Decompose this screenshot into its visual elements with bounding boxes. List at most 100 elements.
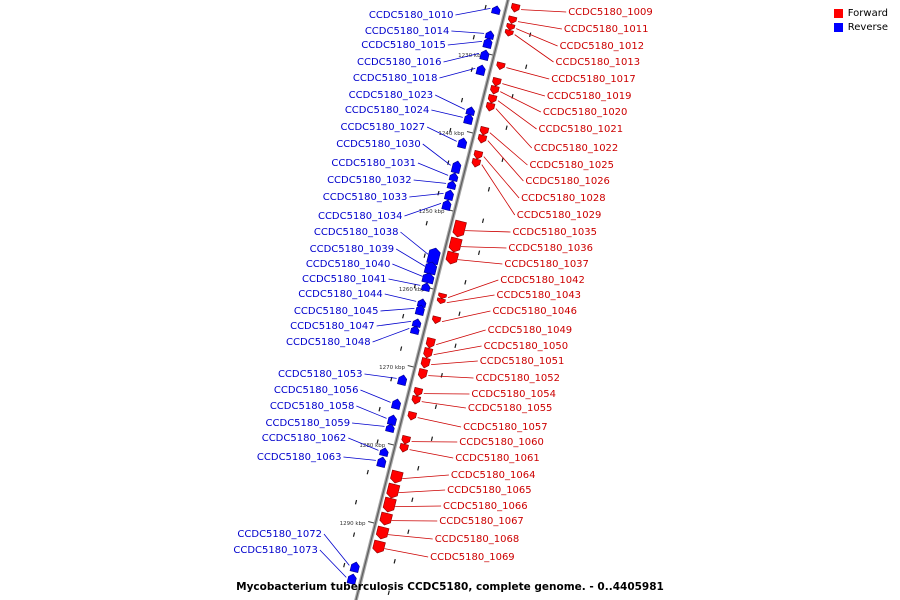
gene-glyph[interactable]: [452, 219, 467, 238]
gene-label[interactable]: CCDC5180_1064: [451, 470, 536, 481]
gene-glyph[interactable]: [431, 315, 442, 325]
gene-label[interactable]: CCDC5180_1019: [547, 91, 632, 102]
gene-label[interactable]: CCDC5180_1056: [274, 385, 359, 396]
gene-label[interactable]: CCDC5180_1030: [336, 139, 421, 150]
gene-label[interactable]: CCDC5180_1055: [468, 403, 553, 414]
gene-label[interactable]: CCDC5180_1043: [497, 290, 582, 301]
gene-glyph[interactable]: [423, 346, 434, 359]
gene-label[interactable]: CCDC5180_1073: [233, 545, 318, 556]
gene-label[interactable]: CCDC5180_1011: [564, 24, 649, 35]
gene-glyph[interactable]: [411, 318, 422, 329]
gene-label[interactable]: CCDC5180_1065: [447, 485, 532, 496]
gene-label[interactable]: CCDC5180_1031: [331, 158, 416, 169]
gene-label[interactable]: CCDC5180_1018: [353, 73, 438, 84]
gene-glyph[interactable]: [420, 282, 431, 293]
gene-glyph[interactable]: [397, 374, 408, 387]
gene-glyph[interactable]: [423, 261, 438, 276]
gene-glyph[interactable]: [414, 304, 425, 317]
gene-glyph[interactable]: [457, 137, 468, 150]
gene-label[interactable]: CCDC5180_1010: [369, 10, 454, 21]
gene-glyph[interactable]: [443, 189, 454, 202]
gene-label[interactable]: CCDC5180_1029: [517, 210, 602, 221]
gene-label[interactable]: CCDC5180_1062: [262, 433, 347, 444]
gene-glyph[interactable]: [490, 84, 500, 95]
gene-label[interactable]: CCDC5180_1014: [365, 26, 450, 37]
gene-label[interactable]: CCDC5180_1058: [270, 401, 355, 412]
gene-label[interactable]: CCDC5180_1028: [521, 193, 606, 204]
gene-glyph[interactable]: [438, 292, 448, 300]
gene-glyph[interactable]: [496, 61, 506, 71]
gene-glyph[interactable]: [485, 101, 496, 112]
gene-label[interactable]: CCDC5180_1048: [286, 337, 371, 348]
gene-glyph[interactable]: [475, 64, 486, 77]
gene-label[interactable]: CCDC5180_1027: [341, 122, 426, 133]
gene-glyph[interactable]: [426, 247, 442, 266]
gene-label[interactable]: CCDC5180_1053: [278, 369, 363, 380]
gene-label[interactable]: CCDC5180_1072: [237, 529, 322, 540]
gene-glyph[interactable]: [386, 414, 397, 427]
gene-glyph[interactable]: [385, 423, 395, 434]
gene-label[interactable]: CCDC5180_1033: [323, 192, 408, 203]
gene-glyph[interactable]: [504, 28, 514, 37]
gene-glyph[interactable]: [420, 356, 431, 369]
gene-glyph[interactable]: [413, 386, 424, 397]
gene-glyph[interactable]: [425, 336, 436, 349]
gene-glyph[interactable]: [411, 394, 422, 405]
gene-label[interactable]: CCDC5180_1016: [357, 57, 442, 68]
gene-glyph[interactable]: [349, 561, 360, 574]
gene-glyph[interactable]: [450, 160, 462, 174]
gene-label[interactable]: CCDC5180_1042: [500, 275, 585, 286]
gene-label[interactable]: CCDC5180_1059: [266, 418, 351, 429]
gene-label[interactable]: CCDC5180_1013: [556, 57, 641, 68]
gene-glyph[interactable]: [372, 539, 386, 554]
gene-glyph[interactable]: [379, 511, 393, 526]
gene-label[interactable]: CCDC5180_1046: [492, 306, 577, 317]
gene-glyph[interactable]: [382, 496, 397, 513]
gene-label[interactable]: CCDC5180_1051: [480, 356, 565, 367]
gene-glyph[interactable]: [448, 172, 459, 183]
gene-glyph[interactable]: [390, 398, 401, 411]
gene-label[interactable]: CCDC5180_1040: [306, 259, 391, 270]
gene-glyph[interactable]: [491, 5, 501, 16]
gene-glyph[interactable]: [376, 456, 387, 469]
gene-label[interactable]: CCDC5180_1032: [327, 175, 412, 186]
gene-glyph[interactable]: [448, 236, 463, 253]
gene-label[interactable]: CCDC5180_1054: [471, 389, 556, 400]
gene-glyph[interactable]: [399, 442, 409, 453]
gene-label[interactable]: CCDC5180_1038: [314, 227, 399, 238]
gene-glyph[interactable]: [510, 2, 521, 13]
gene-glyph[interactable]: [441, 199, 452, 212]
gene-glyph[interactable]: [386, 482, 401, 499]
gene-glyph[interactable]: [390, 469, 404, 484]
gene-label[interactable]: CCDC5180_1041: [302, 274, 387, 285]
gene-glyph[interactable]: [409, 325, 420, 336]
gene-glyph[interactable]: [417, 367, 428, 380]
gene-label[interactable]: CCDC5180_1015: [361, 40, 446, 51]
gene-label[interactable]: CCDC5180_1025: [529, 160, 614, 171]
gene-label[interactable]: CCDC5180_1050: [484, 341, 569, 352]
gene-label[interactable]: CCDC5180_1037: [504, 259, 589, 270]
gene-glyph[interactable]: [484, 30, 495, 41]
gene-glyph[interactable]: [407, 410, 418, 421]
gene-label[interactable]: CCDC5180_1044: [298, 289, 383, 300]
gene-glyph[interactable]: [492, 76, 502, 87]
gene-label[interactable]: CCDC5180_1026: [525, 176, 610, 187]
gene-label[interactable]: CCDC5180_1039: [310, 244, 395, 255]
gene-glyph[interactable]: [479, 49, 490, 62]
gene-label[interactable]: CCDC5180_1009: [568, 7, 653, 18]
gene-label[interactable]: CCDC5180_1035: [512, 227, 597, 238]
gene-glyph[interactable]: [436, 297, 446, 305]
gene-glyph[interactable]: [416, 298, 427, 309]
gene-glyph[interactable]: [471, 157, 482, 168]
gene-label[interactable]: CCDC5180_1022: [534, 143, 619, 154]
gene-label[interactable]: CCDC5180_1063: [257, 452, 342, 463]
gene-label[interactable]: CCDC5180_1047: [290, 321, 375, 332]
gene-label[interactable]: CCDC5180_1020: [543, 107, 628, 118]
gene-glyph[interactable]: [401, 434, 411, 445]
gene-glyph[interactable]: [379, 447, 389, 458]
gene-label[interactable]: CCDC5180_1023: [349, 90, 434, 101]
gene-label[interactable]: CCDC5180_1061: [455, 453, 540, 464]
gene-label[interactable]: CCDC5180_1066: [443, 501, 528, 512]
gene-glyph[interactable]: [507, 15, 518, 25]
gene-label[interactable]: CCDC5180_1067: [439, 516, 524, 527]
